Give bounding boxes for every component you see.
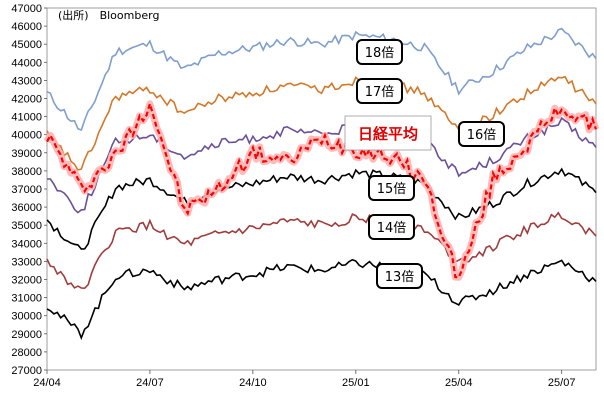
series-line-2 bbox=[46, 75, 597, 171]
y-tick-label: 42000 bbox=[11, 94, 42, 106]
multiple-label: 17倍 bbox=[365, 85, 395, 100]
nikkei-box bbox=[344, 115, 432, 151]
x-tick-label: 25/07 bbox=[548, 377, 576, 389]
series-line-3 bbox=[47, 116, 597, 214]
nikkei-line bbox=[46, 99, 598, 279]
y-tick-label: 28000 bbox=[11, 347, 42, 359]
y-tick-label: 39000 bbox=[11, 148, 42, 160]
x-tick-label: 24/10 bbox=[239, 377, 267, 389]
y-tick-label: 38000 bbox=[11, 166, 42, 178]
y-tick-label: 47000 bbox=[11, 3, 42, 15]
y-tick-label: 31000 bbox=[11, 293, 42, 305]
x-tick-label: 25/01 bbox=[342, 377, 370, 389]
nikkei-label: 日経平均 bbox=[358, 125, 418, 143]
multiple-label: 13倍 bbox=[385, 270, 415, 285]
series-line-5 bbox=[46, 211, 597, 290]
multiple-box bbox=[368, 214, 415, 240]
multiple-box bbox=[356, 78, 403, 104]
series-line-4 bbox=[46, 167, 597, 250]
multiple-label: 15倍 bbox=[377, 182, 407, 197]
multiple-box bbox=[458, 121, 505, 147]
multiple-box bbox=[356, 39, 403, 65]
y-tick-label: 41000 bbox=[11, 112, 42, 124]
y-tick-label: 33000 bbox=[11, 256, 42, 268]
multiple-box bbox=[376, 263, 423, 289]
y-tick-label: 35000 bbox=[11, 220, 42, 232]
multiple-label: 16倍 bbox=[467, 128, 497, 143]
x-tick-label: 24/04 bbox=[33, 377, 61, 389]
x-tick-label: 24/07 bbox=[136, 377, 164, 389]
y-tick-label: 43000 bbox=[11, 75, 42, 87]
y-tick-label: 45000 bbox=[11, 39, 42, 51]
y-tick-label: 32000 bbox=[11, 275, 42, 287]
plot-area bbox=[46, 7, 597, 371]
y-tick-label: 36000 bbox=[11, 202, 42, 214]
y-tick-label: 37000 bbox=[11, 184, 42, 196]
series-line-6 bbox=[46, 258, 597, 341]
y-tick-label: 44000 bbox=[11, 57, 42, 69]
source-label: (出所) Bloomberg bbox=[58, 8, 159, 22]
y-tick-label: 40000 bbox=[11, 130, 42, 142]
y-tick-label: 34000 bbox=[11, 238, 42, 250]
multiple-box bbox=[368, 175, 415, 201]
y-tick-label: 30000 bbox=[11, 311, 42, 323]
multiple-label: 14倍 bbox=[377, 221, 407, 236]
x-tick-label: 25/04 bbox=[445, 377, 473, 389]
y-tick-label: 29000 bbox=[11, 329, 42, 341]
series-line-1 bbox=[46, 27, 597, 132]
y-tick-label: 27000 bbox=[11, 365, 42, 377]
multiple-label: 18倍 bbox=[365, 46, 395, 61]
y-tick-label: 46000 bbox=[11, 21, 42, 33]
